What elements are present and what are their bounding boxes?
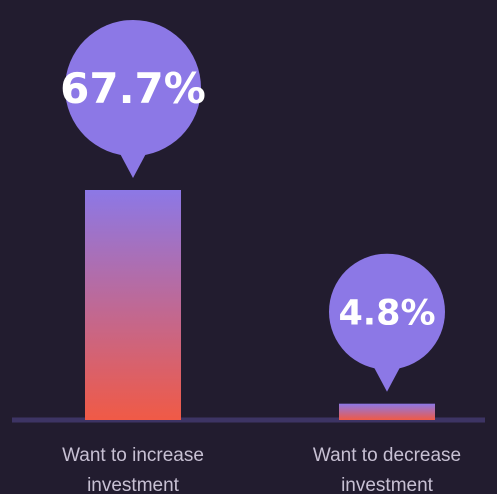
- data-label-2: 4.8%: [338, 293, 435, 333]
- category-label-2: Want to decrease investment: [313, 445, 461, 494]
- bubble-pointer: [371, 361, 403, 392]
- value-bubble-1: 67.7%: [60, 20, 206, 178]
- category-label-1: Want to increase investment: [62, 445, 204, 494]
- category-label-line: Want to increase: [62, 445, 204, 466]
- bar-2: [339, 403, 435, 420]
- bubble-pointer: [117, 148, 149, 178]
- data-label-1: 67.7%: [60, 64, 206, 113]
- category-label-line: investment: [87, 475, 180, 494]
- bubble-circle: [329, 253, 445, 370]
- bar-1: [85, 190, 181, 420]
- value-bubble-2: 4.8%: [329, 253, 445, 392]
- category-label-line: investment: [341, 475, 434, 494]
- bubble-circle: [65, 20, 201, 156]
- category-label-line: Want to decrease: [313, 445, 461, 466]
